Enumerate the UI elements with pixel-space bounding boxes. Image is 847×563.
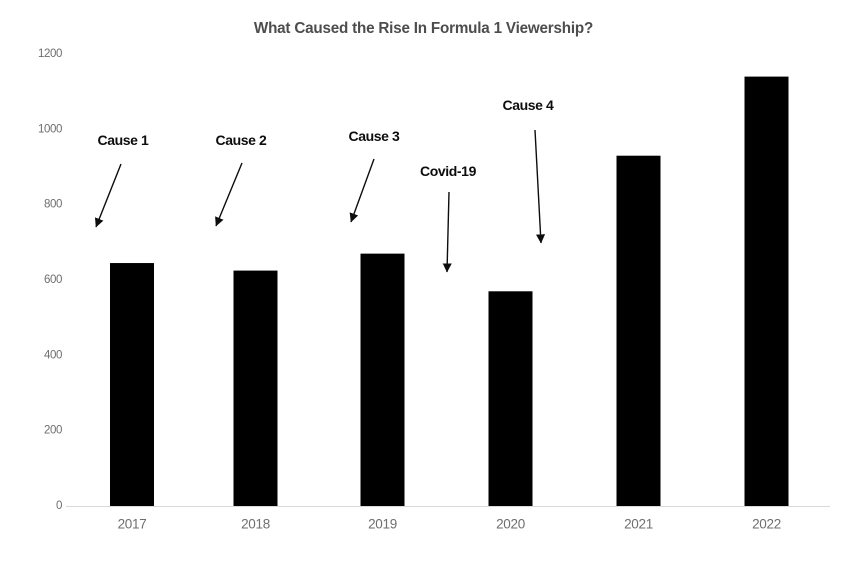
bar-2018: [233, 270, 278, 506]
y-axis-tick-label: 800: [44, 199, 62, 211]
annotation-label: Cause 3: [349, 128, 401, 144]
bar-2022: [744, 76, 789, 506]
annotation-label: Cause 1: [98, 132, 150, 148]
x-axis-label-2020: 2020: [496, 517, 525, 532]
y-axis-tick-label: 200: [44, 425, 62, 437]
x-axis-label-2019: 2019: [368, 517, 397, 532]
annotation-arrow: [534, 129, 546, 244]
x-axis-label-2018: 2018: [241, 517, 270, 532]
annotation-arrow: [215, 162, 243, 227]
bar-2017: [110, 263, 154, 506]
bar-2021: [616, 155, 661, 506]
y-axis-tick-label: 400: [44, 349, 62, 361]
y-axis-tick-label: 1200: [38, 48, 62, 60]
x-axis-label-2022: 2022: [752, 517, 781, 532]
y-axis-tick-label: 1000: [38, 123, 62, 135]
chart-title: What Caused the Rise In Formula 1 Viewer…: [253, 20, 594, 37]
annotation-arrow: [349, 158, 375, 223]
x-axis-label-2021: 2021: [624, 517, 653, 532]
bar-2020: [488, 291, 533, 506]
y-axis-tick-label: 600: [44, 274, 62, 286]
annotation-label: Cause 4: [503, 97, 555, 113]
annotation-label: Covid-19: [420, 163, 477, 179]
annotation-arrow: [94, 163, 122, 228]
bar-2019: [360, 253, 405, 506]
y-axis-tick-label: 0: [56, 500, 62, 512]
annotation-label: Cause 2: [216, 132, 268, 148]
x-axis-label-2017: 2017: [118, 517, 147, 532]
annotation-arrow: [442, 191, 452, 273]
